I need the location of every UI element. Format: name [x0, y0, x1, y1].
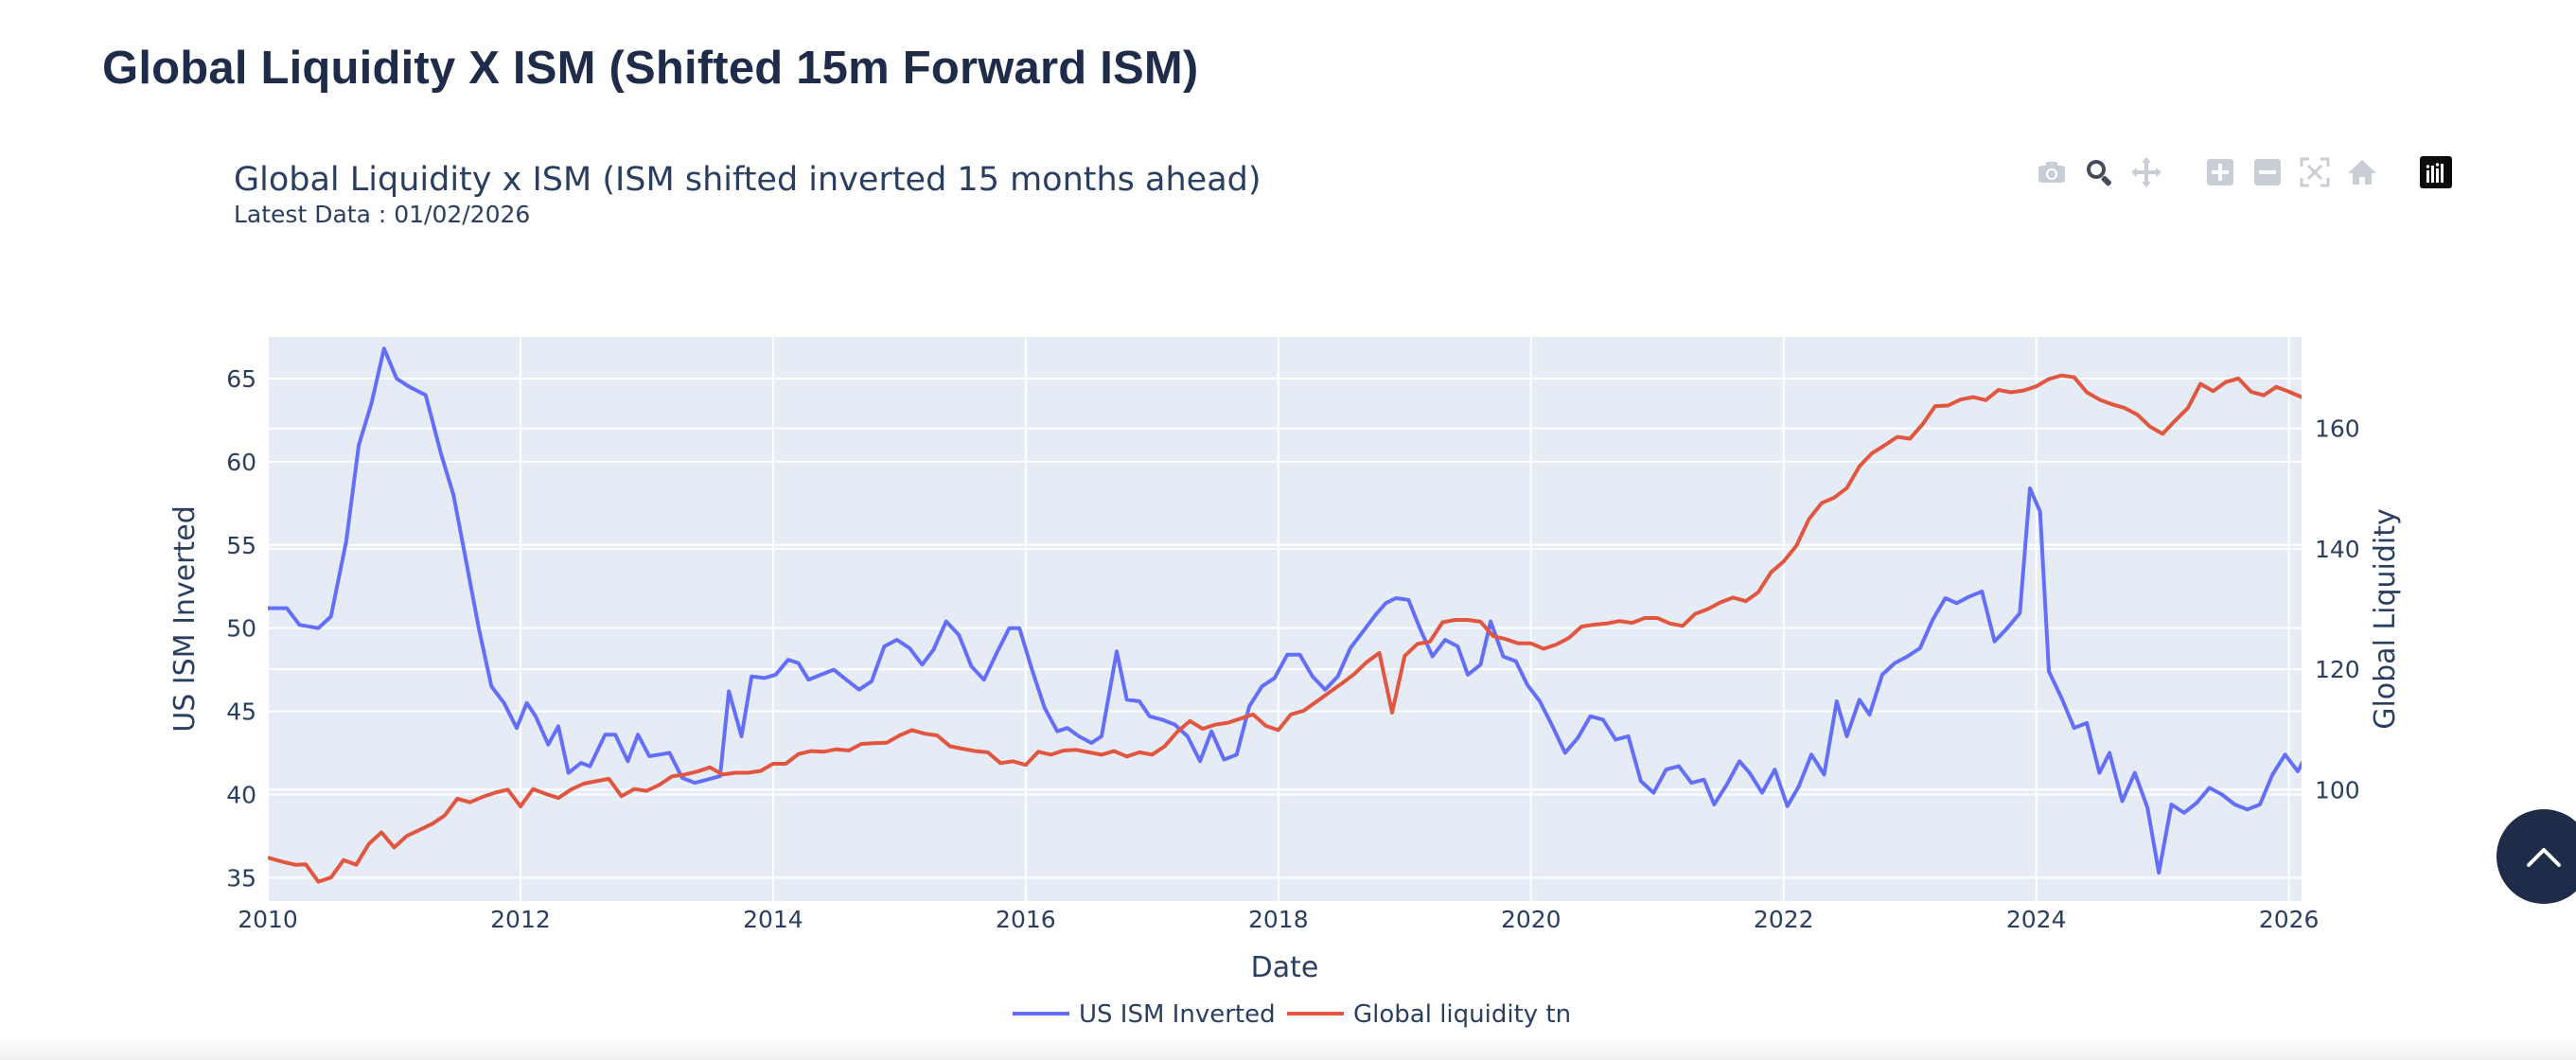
zoom-in-icon[interactable]	[2203, 155, 2237, 189]
y-right-tick-label: 120	[2315, 656, 2360, 683]
y-right-tick-label: 100	[2315, 776, 2360, 804]
y-left-tick-label: 60	[226, 449, 256, 476]
x-tick-label: 2018	[1248, 906, 1309, 933]
grid-lines	[267, 337, 2302, 901]
ism-inverted-line	[268, 346, 2302, 875]
footer-strip	[0, 1039, 2576, 1060]
global-liquidity-line	[268, 373, 2302, 884]
plot-area	[268, 337, 2302, 901]
page-title: Global Liquidity X ISM (Shifted 15m Forw…	[102, 43, 1199, 94]
x-tick-label: 2022	[1754, 906, 1814, 933]
x-tick-label: 2026	[2259, 906, 2320, 933]
y-left-tick-label: 35	[226, 864, 256, 892]
chart-modebar	[2035, 151, 2453, 193]
x-tick-label: 2014	[743, 906, 803, 933]
x-axis-label: Date	[1251, 951, 1319, 984]
chevron-up-icon	[2527, 848, 2561, 867]
scroll-to-top-button[interactable]	[2497, 809, 2576, 904]
plotly-logo-icon[interactable]	[2419, 155, 2453, 189]
legend-item-label: Global liquidity tn	[1353, 1000, 1571, 1029]
autoscale-icon[interactable]	[2298, 155, 2332, 189]
chart-title: Global Liquidity x ISM (ISM shifted inve…	[234, 161, 1262, 199]
x-tick-label: 2020	[1501, 906, 1561, 933]
y-left-axis-label: US ISM Inverted	[168, 505, 202, 733]
y-left-tick-label: 40	[226, 781, 256, 808]
zoom-out-icon[interactable]	[2250, 155, 2285, 189]
y-left-tick-label: 50	[226, 615, 256, 643]
x-tick-label: 2024	[2006, 906, 2067, 933]
y-right-tick-label: 160	[2315, 415, 2360, 443]
camera-icon[interactable]	[2035, 155, 2069, 189]
y-right-axis-label: Global Liquidity	[2369, 508, 2402, 730]
pan-icon[interactable]	[2129, 155, 2163, 189]
legend-item-label: US ISM Inverted	[1079, 1000, 1276, 1029]
x-tick-label: 2012	[490, 906, 551, 933]
chart-subtitle: Latest Data : 01/02/2026	[234, 201, 531, 228]
reset-axes-icon[interactable]	[2345, 155, 2379, 189]
y-left-tick-label: 55	[226, 532, 256, 559]
x-tick-label: 2010	[238, 906, 298, 933]
x-tick-label: 2016	[996, 906, 1056, 933]
y-left-tick-label: 65	[226, 365, 256, 393]
zoom-icon[interactable]	[2082, 155, 2116, 189]
y-left-tick-label: 45	[226, 698, 256, 726]
y-right-tick-label: 140	[2315, 536, 2360, 563]
